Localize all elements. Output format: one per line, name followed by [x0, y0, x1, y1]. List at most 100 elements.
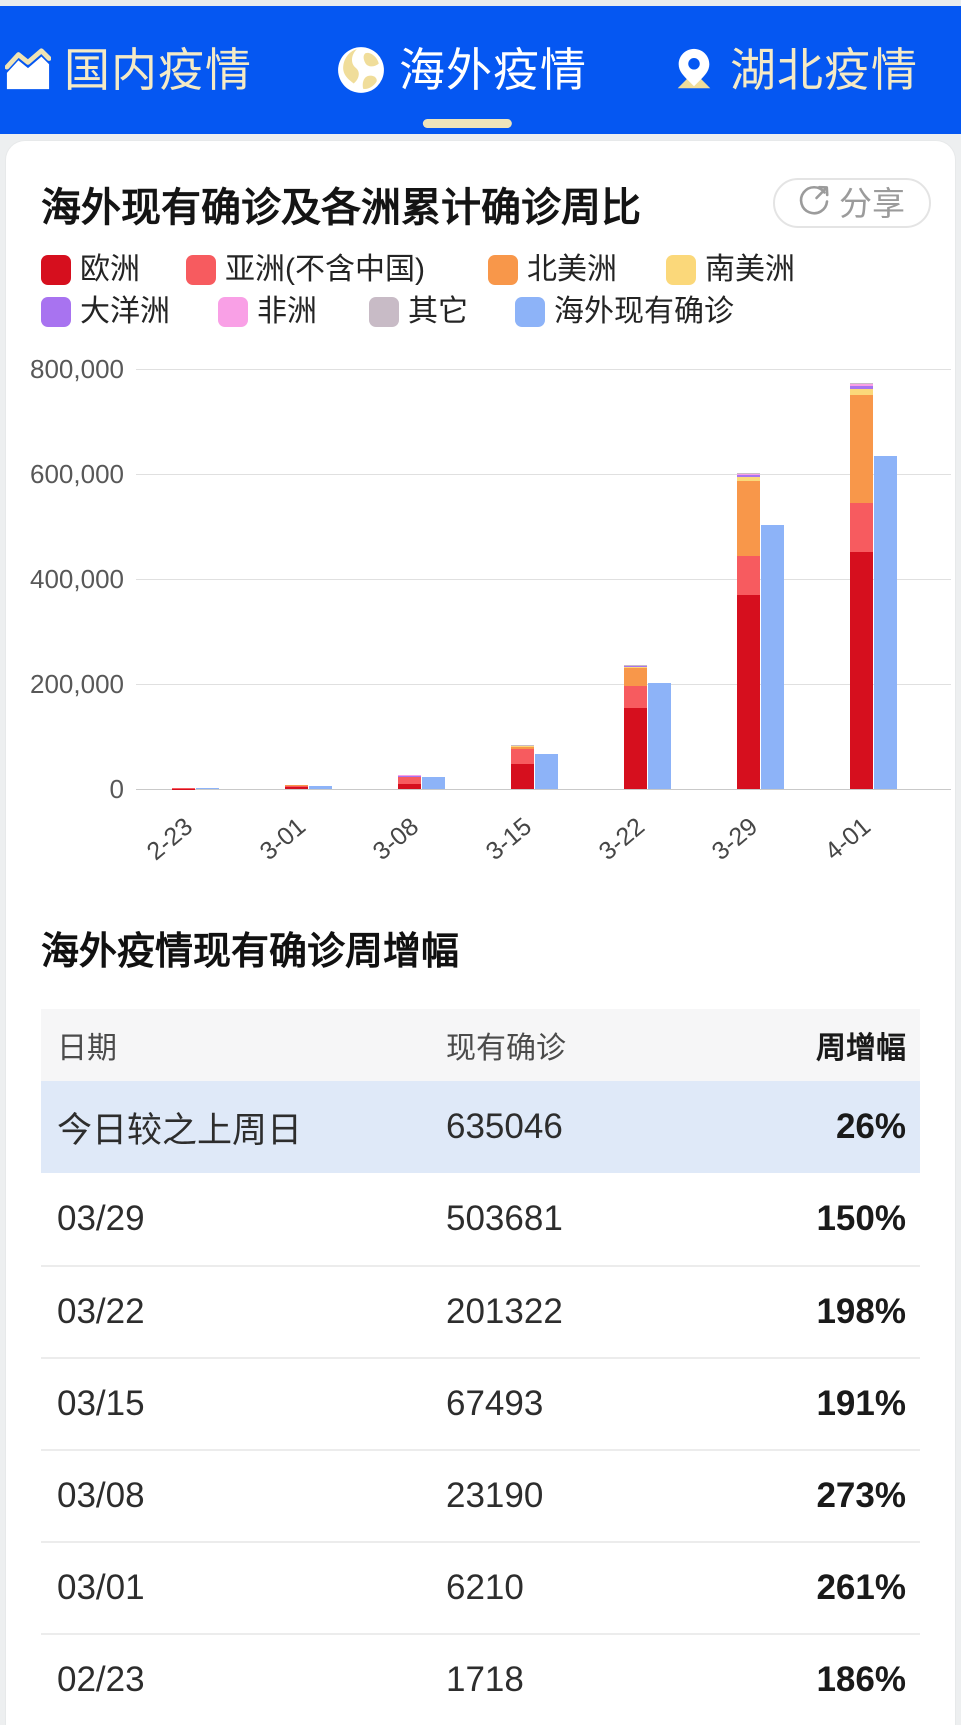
- current-confirmed-bar-2-23[interactable]: [196, 788, 219, 789]
- legend-label: 欧洲: [80, 254, 140, 285]
- app-tab-bar: 国内疫情 海外疫情 湖北疫情: [0, 6, 961, 134]
- legend-swatch: [41, 255, 71, 285]
- cell-weekly-growth: 273%: [706, 1476, 906, 1516]
- legend-swatch: [488, 255, 518, 285]
- tab-国内疫情[interactable]: 国内疫情: [5, 6, 252, 134]
- x-axis-tick-label: 3-01: [238, 812, 311, 880]
- legend-label: 大洋洲: [80, 296, 170, 327]
- legend-item-欧洲[interactable]: 欧洲: [41, 254, 186, 285]
- column-header-current-confirmed: 现有确诊: [446, 1023, 706, 1067]
- legend-item-南美洲[interactable]: 南美洲: [666, 254, 795, 285]
- cell-weekly-growth: 150%: [706, 1199, 906, 1239]
- legend-label: 其它: [408, 296, 468, 327]
- stacked-bar-segment-亚洲(不含中国)-3-15[interactable]: [511, 749, 534, 764]
- stacked-bar-segment-北美洲-3-08[interactable]: [398, 776, 421, 777]
- current-confirmed-bar-3-08[interactable]: [422, 777, 445, 789]
- stacked-bar-segment-欧洲-3-08[interactable]: [398, 784, 421, 789]
- cell-date: 03/29: [57, 1199, 446, 1239]
- cell-weekly-growth: 26%: [706, 1107, 906, 1147]
- stacked-bar-segment-欧洲-3-29[interactable]: [737, 595, 760, 789]
- cell-weekly-growth: 186%: [706, 1660, 906, 1700]
- tab-海外疫情[interactable]: 海外疫情: [336, 6, 587, 134]
- y-axis-tick-label: 0: [6, 774, 124, 804]
- tab-label: 海外疫情: [399, 47, 587, 93]
- legend-swatch: [41, 297, 71, 327]
- current-confirmed-bar-3-29[interactable]: [761, 525, 784, 789]
- column-header-weekly-growth: 周增幅: [706, 1023, 906, 1067]
- legend-swatch: [666, 255, 696, 285]
- stacked-bar-segment-亚洲(不含中国)-3-22[interactable]: [624, 686, 647, 708]
- legend-swatch: [515, 297, 545, 327]
- legend-label: 亚洲(不含中国): [225, 254, 425, 285]
- x-axis-tick-label: 3-22: [577, 812, 650, 880]
- stacked-bar-segment-大洋洲-3-29[interactable]: [737, 475, 760, 477]
- cell-current-confirmed: 503681: [446, 1199, 706, 1239]
- legend-item-亚洲(不含中国)[interactable]: 亚洲(不含中国): [186, 254, 488, 285]
- stacked-bar-segment-亚洲(不含中国)-4-01[interactable]: [850, 503, 873, 552]
- gridline: [136, 789, 951, 790]
- legend-swatch: [218, 297, 248, 327]
- current-confirmed-bar-4-01[interactable]: [874, 456, 897, 789]
- stacked-bar-segment-北美洲-3-15[interactable]: [511, 746, 534, 749]
- cell-current-confirmed: 67493: [446, 1384, 706, 1424]
- gridline: [136, 369, 951, 370]
- stacked-bar-segment-欧洲-3-01[interactable]: [285, 787, 308, 789]
- stacked-bar-segment-非洲-4-01[interactable]: [850, 383, 873, 386]
- y-axis-tick-label: 800,000: [6, 354, 124, 384]
- current-confirmed-bar-3-01[interactable]: [309, 786, 332, 789]
- stacked-bar-segment-亚洲(不含中国)-2-23[interactable]: [172, 788, 195, 789]
- share-button[interactable]: 分享: [773, 178, 931, 228]
- share-label: 分享: [839, 187, 905, 220]
- stacked-bar-segment-欧洲-3-15[interactable]: [511, 764, 534, 789]
- legend-item-非洲[interactable]: 非洲: [218, 296, 369, 327]
- stacked-bar-segment-其它-4-01[interactable]: [850, 383, 873, 384]
- stacked-bar-segment-大洋洲-4-01[interactable]: [850, 386, 873, 389]
- tab-湖北疫情[interactable]: 湖北疫情: [671, 6, 918, 134]
- current-confirmed-bar-3-15[interactable]: [535, 754, 558, 789]
- table-section-title: 海外疫情现有确诊周增幅: [41, 926, 920, 978]
- stacked-bar-segment-欧洲-4-01[interactable]: [850, 552, 873, 789]
- column-header-date: 日期: [57, 1023, 446, 1067]
- share-icon: [795, 183, 831, 224]
- legend-label: 海外现有确诊: [554, 296, 734, 327]
- gridline: [136, 684, 951, 685]
- chart-legend: 欧洲 亚洲(不含中国) 北美洲 南美洲大洋洲 非洲 其它 海外现有确诊: [41, 254, 920, 327]
- stacked-bar-segment-欧洲-3-22[interactable]: [624, 708, 647, 789]
- stacked-bar-segment-北美洲-3-22[interactable]: [624, 668, 647, 686]
- table-header-row: 日期 现有确诊 周增幅: [41, 1009, 920, 1081]
- stacked-bar-segment-亚洲(不含中国)-3-29[interactable]: [737, 556, 760, 595]
- cell-current-confirmed: 635046: [446, 1107, 706, 1147]
- stacked-bar-segment-南美洲-3-29[interactable]: [737, 477, 760, 481]
- current-confirmed-bar-3-22[interactable]: [648, 683, 671, 789]
- legend-label: 北美洲: [527, 254, 617, 285]
- cell-weekly-growth: 191%: [706, 1384, 906, 1424]
- stacked-bar-segment-非洲-3-22[interactable]: [624, 665, 647, 666]
- x-axis-tick-label: 2-23: [125, 812, 198, 880]
- x-axis-tick-label: 3-29: [690, 812, 763, 880]
- legend-item-北美洲[interactable]: 北美洲: [488, 254, 666, 285]
- cell-date: 03/01: [57, 1568, 446, 1608]
- gridline: [136, 579, 951, 580]
- legend-item-其它[interactable]: 其它: [369, 296, 515, 327]
- stacked-bar-segment-亚洲(不含中国)-3-01[interactable]: [285, 785, 308, 787]
- stacked-bar-segment-北美洲-3-29[interactable]: [737, 481, 760, 556]
- stacked-bar-segment-非洲-3-29[interactable]: [737, 473, 760, 475]
- stacked-bar-segment-南美洲-4-01[interactable]: [850, 389, 873, 395]
- stacked-bar-segment-大洋洲-3-22[interactable]: [624, 666, 647, 667]
- y-axis-tick-label: 200,000: [6, 669, 124, 699]
- stacked-bar-segment-亚洲(不含中国)-3-08[interactable]: [398, 776, 421, 784]
- stacked-bar-segment-南美洲-3-22[interactable]: [624, 667, 647, 669]
- cell-weekly-growth: 261%: [706, 1568, 906, 1608]
- legend-item-海外现有确诊[interactable]: 海外现有确诊: [515, 296, 734, 327]
- cell-date: 03/08: [57, 1476, 446, 1516]
- stacked-bar-segment-北美洲-4-01[interactable]: [850, 395, 873, 503]
- content-card: 海外现有确诊及各洲累计确诊周比 分享 欧洲亚洲(不含中国)北美洲南美洲大洋洲非洲…: [5, 140, 956, 1725]
- legend-item-大洋洲[interactable]: 大洋洲: [41, 296, 218, 327]
